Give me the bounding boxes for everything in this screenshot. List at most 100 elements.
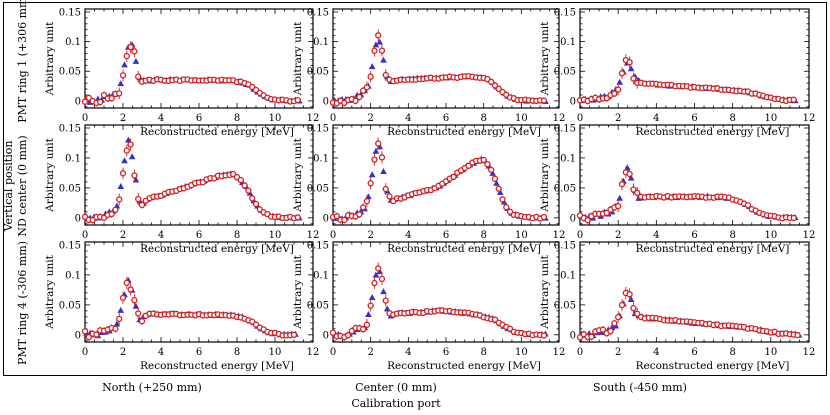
data-circle-point <box>790 214 797 222</box>
sim-triangle-point <box>496 189 504 196</box>
x-tick-label: 10 <box>269 230 282 241</box>
data-circle-point <box>540 332 548 339</box>
data-circle-point <box>584 217 591 224</box>
x-axis-label: Reconstructed energy [MeV] <box>387 126 541 138</box>
row-label-top: PMT ring 1 (+306 mm) <box>16 0 29 123</box>
data-circle-point <box>123 147 130 154</box>
data-circle-point <box>138 318 146 325</box>
x-tick-label: 10 <box>269 347 282 358</box>
x-tick-label: 10 <box>515 230 528 241</box>
data-circle-point <box>603 95 610 102</box>
data-circle-point <box>135 195 142 203</box>
y-tick-label: 0.05 <box>307 300 329 311</box>
data-circle-point <box>116 90 123 97</box>
data-circle-point <box>588 333 595 340</box>
y-tick-label: 0.15 <box>59 123 81 134</box>
sim-triangle-point <box>372 271 380 278</box>
col-label-north: North (+250 mm) <box>102 381 202 394</box>
x-axis-label: Reconstructed energy [MeV] <box>636 360 790 372</box>
x-tick-label: 4 <box>405 347 411 358</box>
sim-triangle-point <box>121 61 128 68</box>
y-tick-label: 0.05 <box>59 67 81 78</box>
x-tick-label: 4 <box>158 230 164 241</box>
data-circle-point <box>626 170 633 178</box>
plot-frame <box>84 124 314 226</box>
data-circle-point <box>367 73 374 80</box>
x-tick-label: 4 <box>653 230 659 241</box>
data-circle-point <box>540 97 548 104</box>
x-tick-label: 12 <box>803 230 816 241</box>
sim-triangle-point <box>132 302 140 309</box>
x-tick-label: 10 <box>515 347 528 358</box>
x-tick-label: 8 <box>234 347 240 358</box>
data-circle-point <box>359 204 367 211</box>
data-circle-point <box>241 182 248 189</box>
sim-triangle-point <box>365 311 372 318</box>
x-tick-label: 2 <box>120 113 126 124</box>
data-circle-point <box>618 70 626 77</box>
y-tick-label: 0 <box>75 330 81 341</box>
panel-bottom-center: 0 0.05 0.1 0.15 0 2 4 6 8 10 12 Reconstructed energ… <box>292 240 565 372</box>
data-circle-point <box>341 216 348 224</box>
data-circle-point <box>294 214 301 221</box>
y-tick-label: 0.15 <box>59 7 81 18</box>
y-tick-label: 0.1 <box>65 37 81 48</box>
y-tick-label: 0 <box>323 96 329 107</box>
data-circle-point <box>123 279 130 287</box>
y-axis-label: Arbitrary unit <box>539 21 551 96</box>
y-tick-label: 0.05 <box>307 67 329 78</box>
data-circle-point <box>237 176 244 184</box>
sim-triangle-point <box>117 80 125 87</box>
sim-triangle-point <box>627 65 635 72</box>
x-tick-label: 12 <box>553 347 566 358</box>
data-circle-point <box>611 320 618 327</box>
x-tick-label: 0 <box>577 347 583 358</box>
x-tick-label: 4 <box>653 113 659 124</box>
x-axis-label: Reconstructed energy [MeV] <box>387 243 541 255</box>
x-tick-label: 2 <box>367 230 373 241</box>
y-tick-label: 0.05 <box>59 300 81 311</box>
data-circle-point <box>386 193 393 200</box>
sim-triangle-point <box>368 171 376 178</box>
x-tick-label: 6 <box>443 230 449 241</box>
sim-triangle-point <box>493 179 500 186</box>
data-circle-point <box>450 173 457 180</box>
x-tick-label: 10 <box>764 347 777 358</box>
col-title: Calibration port <box>351 397 441 410</box>
data-circle-point <box>356 211 363 218</box>
data-circle-point <box>119 170 127 177</box>
data-circle-point <box>626 291 633 298</box>
data-circle-point <box>329 329 337 336</box>
data-circle-point <box>495 185 502 192</box>
panel-grid: 0 0.05 0.1 0.15 0 2 4 6 8 10 12 Reconstructed energ… <box>44 7 815 372</box>
x-tick-label: 12 <box>553 113 566 124</box>
data-circle-point <box>626 59 633 66</box>
x-tick-label: 4 <box>158 347 164 358</box>
data-circle-point <box>112 325 119 332</box>
col-label-south: South (-450 mm) <box>593 381 687 394</box>
data-circle-point <box>488 166 495 173</box>
x-tick-label: 6 <box>196 230 202 241</box>
panel-bottom-south: 0 0.05 0.1 0.15 0 2 4 6 8 10 12 Reconstructed energ… <box>539 240 815 372</box>
y-axis-label: Arbitrary unit <box>539 254 551 329</box>
data-circle-point <box>378 154 386 161</box>
data-circle-point <box>611 90 618 97</box>
x-tick-label: 4 <box>405 113 411 124</box>
x-tick-label: 12 <box>803 347 816 358</box>
y-axis-label: Arbitrary unit <box>44 21 56 96</box>
data-circle-point <box>599 326 607 333</box>
y-tick-label: 0 <box>323 213 329 224</box>
data-circle-point <box>634 310 641 317</box>
data-circle-point <box>375 32 382 39</box>
x-tick-label: 6 <box>691 230 697 241</box>
y-tick-label: 0 <box>75 96 81 107</box>
data-circle-point <box>499 196 506 203</box>
x-tick-label: 0 <box>82 230 88 241</box>
row-label-bottom: PMT ring 4 (-306 mm) <box>16 241 29 365</box>
data-circle-point <box>116 196 123 203</box>
data-circle-point <box>131 297 138 304</box>
x-tick-label: 8 <box>480 113 486 124</box>
x-axis-label: Reconstructed energy [MeV] <box>636 126 790 138</box>
